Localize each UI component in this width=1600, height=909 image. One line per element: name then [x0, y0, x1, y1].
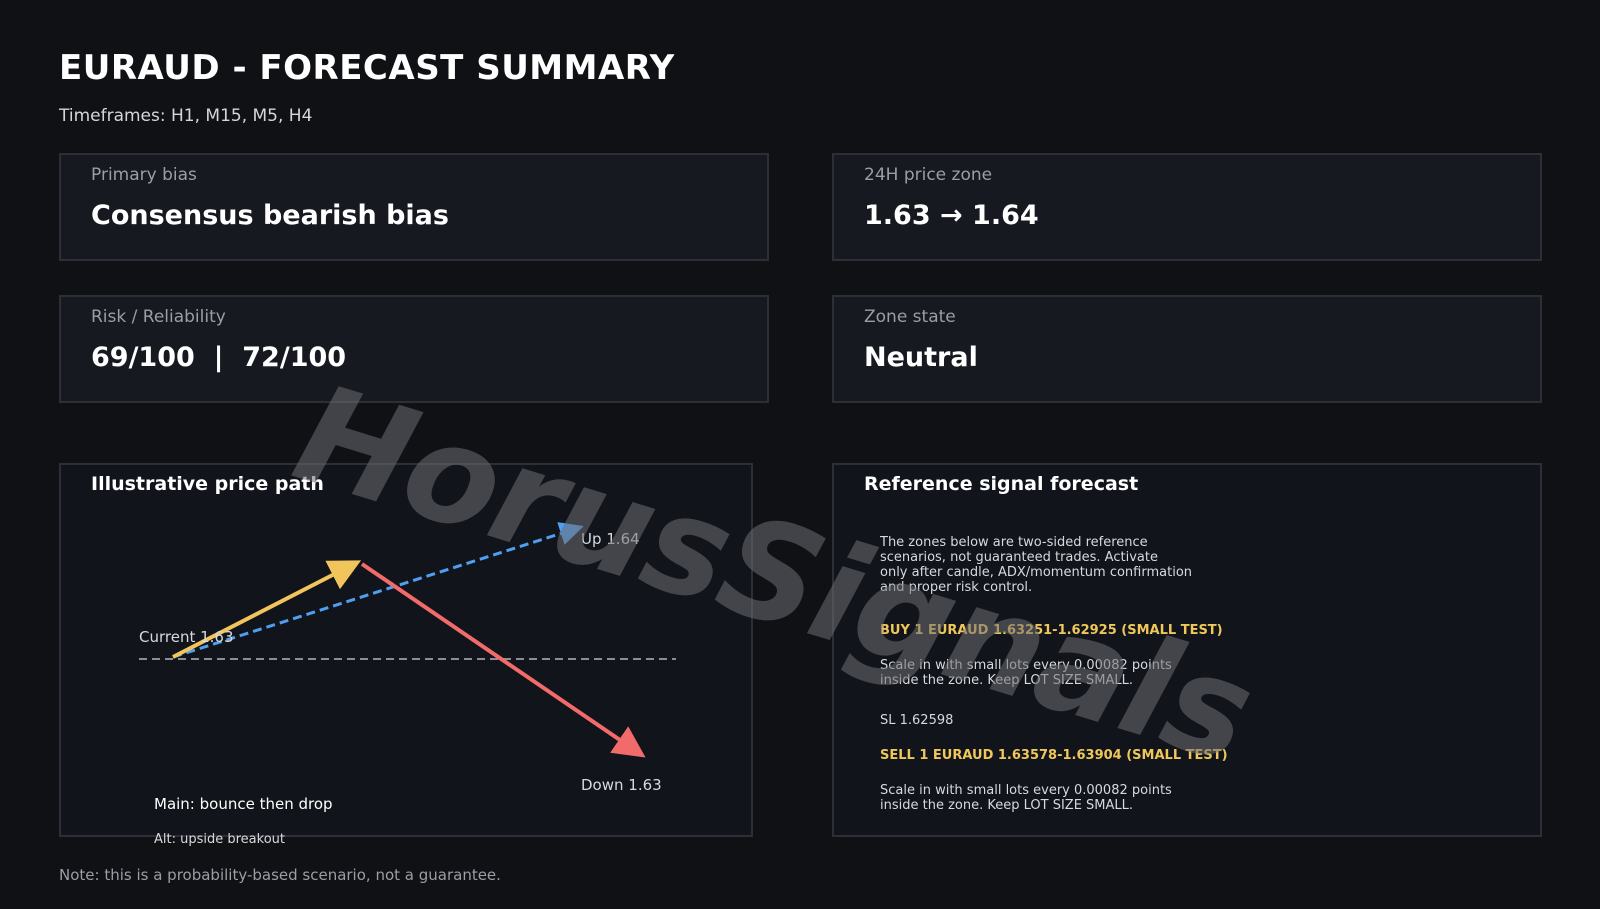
price-path-title: Illustrative price path	[91, 473, 324, 495]
price-path-diagram	[139, 522, 676, 758]
primary-bias-card: Primary bias Consensus bearish bias	[59, 153, 769, 261]
signal-forecast-panel: Reference signal forecast The zones belo…	[832, 463, 1542, 837]
current-price-label: Current 1.63	[139, 628, 234, 646]
alt-breakout-path	[172, 522, 584, 659]
risk-reliability-value: 69/100 | 72/100	[91, 342, 347, 373]
buy-zone-heading: BUY 1 EURAUD 1.63251-1.62925 (SMALL TEST…	[880, 623, 1223, 638]
zone-state-value: Neutral	[864, 342, 978, 373]
signal-forecast-title: Reference signal forecast	[864, 473, 1139, 495]
sell-zone-heading: SELL 1 EURAUD 1.63578-1.63904 (SMALL TES…	[880, 748, 1228, 763]
primary-bias-label: Primary bias	[91, 165, 197, 185]
alt-scenario-label: Alt: upside breakout	[154, 832, 286, 847]
main-scenario-label: Main: bounce then drop	[154, 795, 333, 813]
zone-state-label: Zone state	[864, 307, 956, 327]
page-title: EURAUD - FORECAST SUMMARY	[59, 48, 675, 88]
sell-zone-text: Scale in with small lots every 0.00082 p…	[880, 783, 1172, 813]
main-drop-path	[360, 562, 646, 758]
price-zone-value: 1.63 → 1.64	[864, 200, 1039, 231]
price-zone-card: 24H price zone 1.63 → 1.64	[832, 153, 1542, 261]
buy-zone-text: Scale in with small lots every 0.00082 p…	[880, 658, 1172, 688]
price-path-panel: Illustrative price path Current 1.63 Up …	[59, 463, 753, 847]
down-target-label: Down 1.63	[581, 776, 662, 794]
timeframes-subtitle: Timeframes: H1, M15, M5, H4	[59, 106, 313, 126]
disclaimer-note: Note: this is a probability-based scenar…	[59, 866, 501, 884]
up-target-label: Up 1.64	[581, 530, 640, 548]
risk-reliability-label: Risk / Reliability	[91, 307, 226, 327]
zone-state-card: Zone state Neutral	[832, 295, 1542, 403]
risk-reliability-card: Risk / Reliability 69/100 | 72/100	[59, 295, 769, 403]
primary-bias-value: Consensus bearish bias	[91, 200, 449, 231]
stop-loss-text: SL 1.62598	[880, 713, 954, 728]
main-bounce-path	[172, 560, 362, 659]
forecast-intro-text: The zones below are two-sided reference …	[880, 535, 1193, 595]
price-zone-label: 24H price zone	[864, 165, 993, 185]
